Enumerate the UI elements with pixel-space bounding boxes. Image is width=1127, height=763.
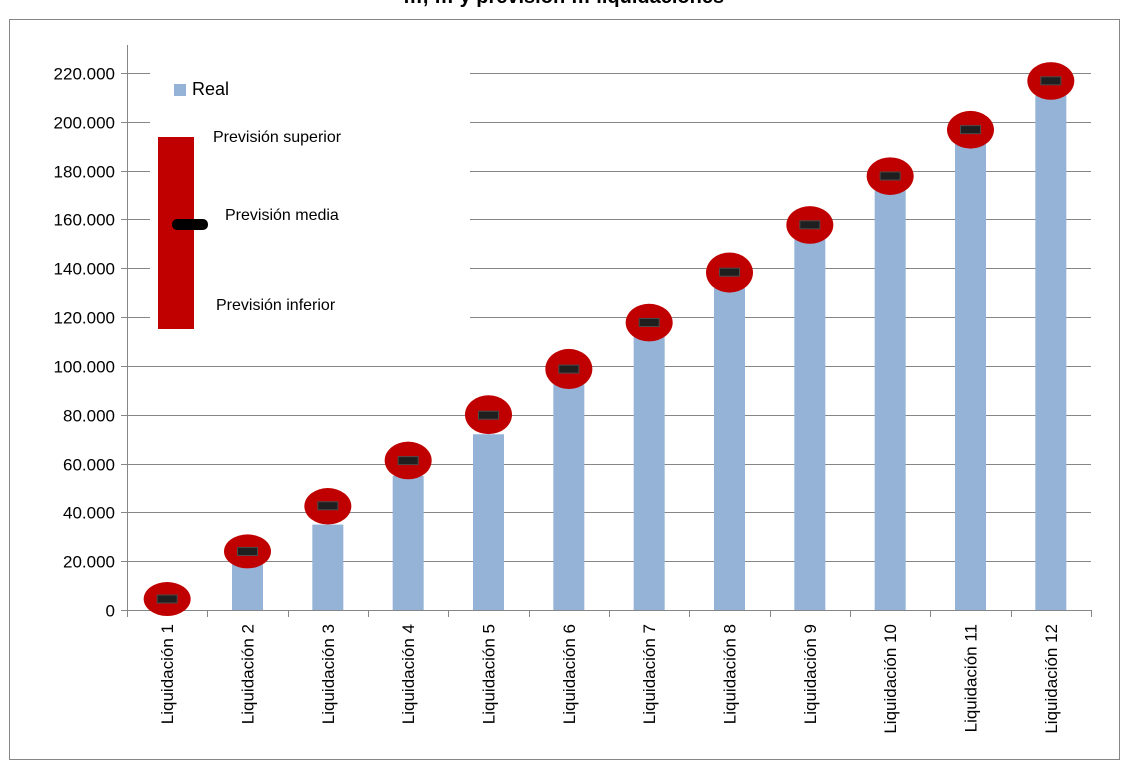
bar-real <box>392 475 424 610</box>
y-tick-label: 60.000 <box>63 456 115 475</box>
y-tick-label: 80.000 <box>63 407 115 426</box>
forecast-mid-marker <box>799 220 821 230</box>
y-tick-label: 40.000 <box>63 504 115 523</box>
legend <box>150 62 470 332</box>
legend-label-mid: Previsión media <box>225 207 339 224</box>
x-tick-label: Liquidación 2 <box>239 624 258 724</box>
legend-label-upper: Previsión superior <box>213 129 342 146</box>
y-tick-labels: 0 20.000 40.000 60.000 80.000 100.000 120.000 1… <box>54 65 115 621</box>
legend-swatch-real <box>174 84 186 96</box>
x-tick-label: Liquidación 5 <box>480 624 499 724</box>
x-tick-label: Liquidación 3 <box>319 624 338 724</box>
legend-swatch-forecast-mid <box>172 219 208 230</box>
y-tick-label: 0 <box>106 602 115 621</box>
x-tick-label: Liquidación 4 <box>399 624 418 724</box>
chart-border <box>9 19 1120 760</box>
bar-real <box>794 238 826 610</box>
y-tick-label: 20.000 <box>63 553 115 572</box>
bar-real <box>633 336 665 610</box>
bar-real <box>955 141 986 610</box>
y-tick-label: 220.000 <box>54 65 115 84</box>
legend-swatch-forecast-range <box>158 137 194 329</box>
forecast-mid-marker <box>879 171 901 181</box>
bar-real <box>874 190 906 610</box>
bar-real <box>553 382 585 610</box>
y-tick-label: 200.000 <box>54 114 115 133</box>
legend-background <box>150 62 470 332</box>
forecast-mid-marker <box>638 317 660 327</box>
chart-title: …, … y previsión … liquidaciones <box>0 0 1127 9</box>
x-tick-label: Liquidación 11 <box>962 624 981 732</box>
forecast-mid-marker <box>719 267 740 277</box>
x-tick-label: Liquidación 8 <box>721 624 740 724</box>
y-tick-label: 100.000 <box>54 358 115 377</box>
y-tick-label: 140.000 <box>54 260 115 279</box>
forecast-mid-marker <box>237 546 258 556</box>
x-tick-label: Liquidación 6 <box>560 624 579 724</box>
axes <box>121 45 1092 617</box>
x-tick-label: Liquidación 12 <box>1042 624 1061 734</box>
forecast-mid-marker <box>1040 76 1062 86</box>
bar-real <box>714 287 745 610</box>
y-tick-label: 180.000 <box>54 163 115 182</box>
bars-real <box>151 92 1067 610</box>
legend-label-real: Real <box>192 79 230 99</box>
x-tick-labels: Liquidación 1 Liquidación 2 Liquidación 3 L… <box>158 624 1061 734</box>
x-tick-label: Liquidación 10 <box>881 624 900 734</box>
forecast-mid-marker <box>478 410 499 420</box>
x-tick-label: Liquidación 7 <box>640 624 659 724</box>
y-tick-label: 160.000 <box>54 211 115 230</box>
forecast-ranges <box>143 62 1075 616</box>
bar-real <box>473 434 504 610</box>
forecast-mid-marker <box>156 594 178 604</box>
forecast-mid-marker <box>558 364 580 374</box>
bar-real <box>312 524 344 610</box>
x-tick-label: Liquidación 9 <box>801 624 820 724</box>
legend-label-lower: Previsión inferior <box>216 297 336 314</box>
x-tick-label: Liquidación 1 <box>158 624 177 724</box>
bar-real <box>1035 92 1067 610</box>
forecast-mid-marker <box>317 501 339 511</box>
forecast-mid-marker <box>397 456 419 466</box>
y-tick-label: 120.000 <box>54 309 115 328</box>
bar-real <box>232 561 263 610</box>
forecast-mid-marker <box>960 125 981 135</box>
